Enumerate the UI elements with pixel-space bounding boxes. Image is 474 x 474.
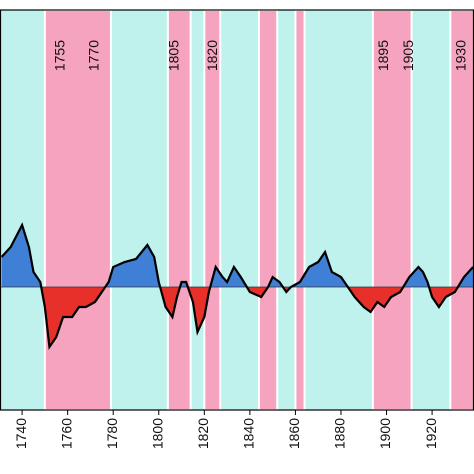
x-tick-label: 1920 [423, 418, 439, 449]
x-tick-label: 1860 [286, 418, 302, 449]
band [43, 9, 112, 411]
x-tick-label: 1820 [195, 418, 211, 449]
annotation: 1770 [86, 40, 102, 71]
x-tick-label: 1760 [58, 418, 74, 449]
x-tick-label: 1840 [241, 418, 257, 449]
x-tick-label: 1880 [332, 418, 348, 449]
positive-area [1, 225, 474, 287]
band [294, 9, 306, 411]
annotation: 1895 [375, 40, 391, 71]
x-tick-label: 1800 [149, 418, 165, 449]
x-tick-label: 1740 [13, 418, 29, 449]
annotation: 1905 [400, 40, 416, 71]
band [257, 9, 279, 411]
annotation: 1930 [452, 40, 468, 71]
annotation: 1755 [52, 40, 68, 71]
x-tick-label: 1900 [377, 418, 393, 449]
x-tick-label: 1780 [104, 418, 120, 449]
annotation: 1805 [165, 40, 181, 71]
line [0, 222, 474, 351]
annotation: 1820 [204, 40, 220, 71]
